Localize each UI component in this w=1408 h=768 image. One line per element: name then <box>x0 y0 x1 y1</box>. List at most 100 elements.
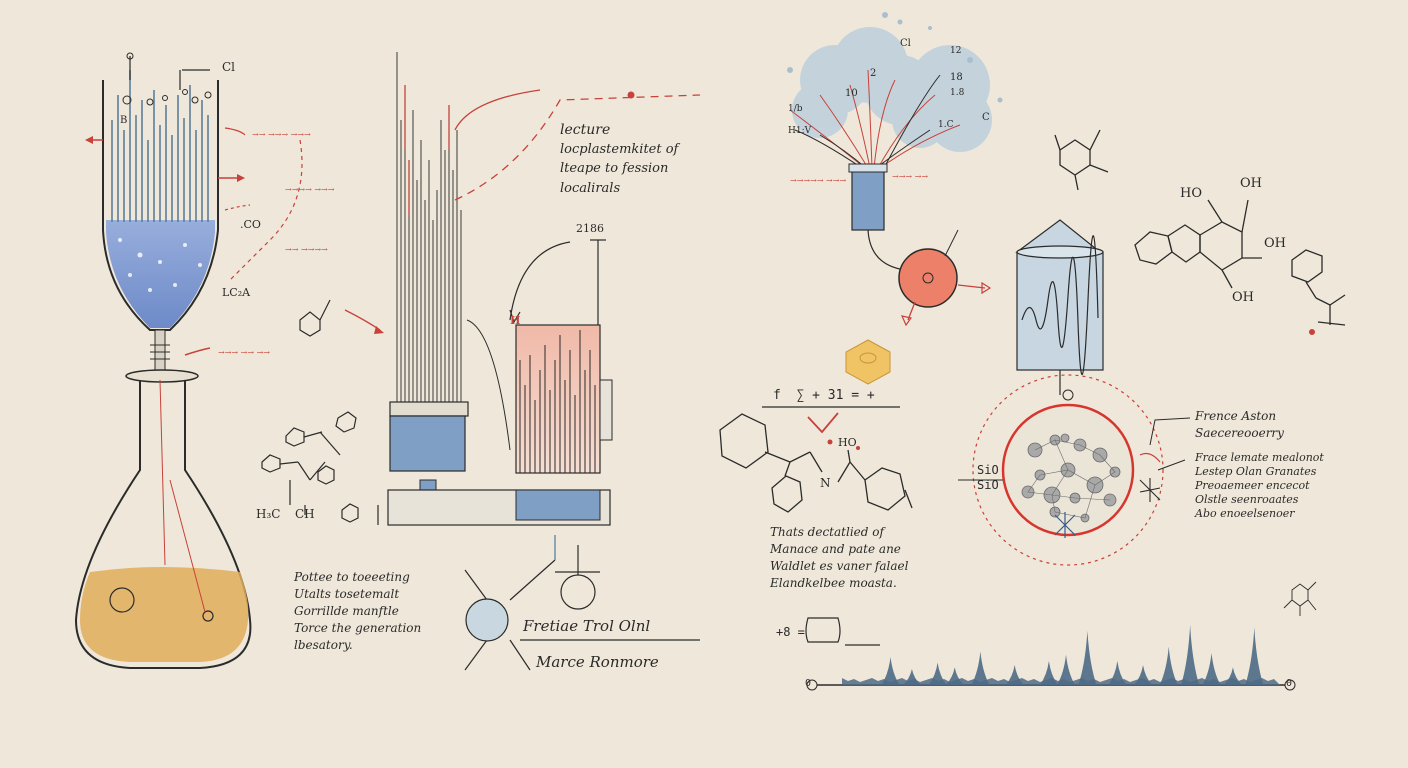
cloud-label-h1v: H1:V <box>788 126 812 136</box>
cloud-apparatus <box>787 12 1003 385</box>
liquid-bubbles <box>118 238 202 292</box>
cloud-stand <box>851 167 885 231</box>
erlenmeyer-flask <box>74 379 252 669</box>
column-base-block <box>389 415 466 472</box>
right-text-2: Lestep Olan Granates <box>1195 465 1317 478</box>
reaction-tank <box>515 324 601 474</box>
column-apparatus <box>344 52 701 526</box>
left-text-2: Utalts tosetemalt <box>294 587 400 601</box>
annotation-note-1: →→ →→→ →→→ <box>252 130 311 139</box>
spectrum-peak <box>1057 654 1075 685</box>
formula-ho-right: HO <box>1180 186 1202 201</box>
spectrum-peak <box>1202 653 1221 685</box>
h-label: H <box>510 314 521 327</box>
right-molecules <box>1054 129 1346 326</box>
cloud-label-1b: 1/b <box>788 104 803 114</box>
cloud-label-cl: Cl <box>900 38 911 49</box>
left-text-4: Torce the generation <box>294 621 422 635</box>
lecture-line-2: lteape to fession <box>560 161 669 176</box>
bubbles <box>122 52 212 106</box>
red-curve-dashed <box>224 204 251 211</box>
annotation-note-3: →→ →→→→ <box>285 245 328 254</box>
cylinder-vessel <box>1015 219 1104 401</box>
lecture-line-3: localirals <box>560 181 621 196</box>
spectrum-plot <box>806 625 1296 691</box>
zone-label: 2186 <box>576 222 604 235</box>
right-text-1: Frace lemate mealonot <box>1195 451 1324 464</box>
flask-liquid <box>80 567 249 662</box>
funnel-stem <box>154 329 166 371</box>
mid-right-text-3: Waldlet es vaner falael <box>770 559 909 573</box>
left-text-1: Pottee to toeeeting <box>294 570 410 584</box>
funnel-spikes <box>111 70 209 222</box>
annotation-note-2: →→→→ →→→ <box>285 185 335 194</box>
cloud-label-2: 2 <box>870 68 877 79</box>
cl-label: Cl <box>222 60 236 74</box>
nanoparticle-cluster <box>958 374 1191 566</box>
cloud-label-1c: 1.C <box>938 120 954 130</box>
arrowhead-icon <box>237 174 245 182</box>
co-label: .CO <box>240 218 261 231</box>
lecture-title: lecture <box>560 122 611 138</box>
spectrum-peak <box>1159 646 1178 685</box>
spectrum-start-label: 0 <box>805 678 812 689</box>
right-title-1: Frence Aston <box>1195 409 1277 423</box>
equation-box <box>805 617 880 646</box>
spectrum-peak <box>971 651 990 685</box>
formula-h3c: H₃C <box>256 507 281 521</box>
lecture-line-1: locplastemkitet of <box>560 142 679 157</box>
funnel-apparatus <box>74 52 303 669</box>
formula-oh-bottom: OH <box>1232 290 1254 305</box>
cloud-label-c: C <box>982 112 990 123</box>
axis-end-marker <box>1284 679 1296 691</box>
lc-label: LC₂A <box>222 286 251 299</box>
right-title-2: Saecereooerry <box>1195 426 1284 440</box>
cloud-note-1: →→→→→ →→→ <box>790 176 847 185</box>
cloud-note-2: →→→ →→ <box>892 172 929 181</box>
hexagon-crystal <box>845 339 891 385</box>
cloud-label-10: 10 <box>845 88 858 99</box>
spectrum-peak <box>881 657 900 685</box>
red-dot <box>1309 329 1315 335</box>
formula-oh-right: OH <box>1264 236 1286 251</box>
flask-neck-rim <box>125 369 199 383</box>
arrowhead-icon <box>85 136 93 144</box>
spectrum-baseline <box>842 678 1280 685</box>
formula-ch: CH <box>295 507 315 521</box>
red-dashed-path <box>229 139 303 281</box>
mid-right-text-4: Elandkelbee moasta. <box>770 576 897 590</box>
annotation-note-4: →→→ →→ →→ <box>218 348 271 357</box>
b-label: B <box>120 115 128 126</box>
sio-label-2: SiO <box>977 478 999 492</box>
center-right-molecule <box>719 413 913 513</box>
right-text-3: Preoaemeer encecot <box>1195 479 1310 492</box>
center-subtitle: Marce Ronmore <box>536 653 659 671</box>
tiny-molecule <box>1283 581 1317 616</box>
center-bottom-diagram <box>464 535 700 671</box>
formula-ho-center: HO <box>838 436 857 449</box>
funnel-liquid <box>106 220 215 328</box>
formula-oh-top: OH <box>1240 176 1262 191</box>
spectrum-peak <box>1245 627 1264 685</box>
left-text-5: lbesatory. <box>294 638 353 652</box>
equation: f ∑ + 31 = + <box>773 388 875 403</box>
formula-n: N <box>820 476 831 490</box>
cloud-label-1-8: 1.8 <box>950 88 965 98</box>
sio-label-1: SiO <box>977 463 999 477</box>
spectrum-end-label: 0 <box>1286 678 1293 689</box>
mid-right-text-1: Thats dectatlied of <box>770 525 884 539</box>
left-text-3: Gorrillde manftle <box>294 604 399 618</box>
cloud-label-18: 18 <box>950 72 963 83</box>
mid-right-text-2: Manace and pate ane <box>770 542 901 556</box>
left-molecules <box>261 299 379 525</box>
spectrum-peak <box>1078 630 1097 685</box>
bottom-equation: +8 = <box>776 625 805 639</box>
right-text-5: Abo enoeelsenoer <box>1195 507 1295 520</box>
right-text-4: Olstle seenroaates <box>1195 493 1299 506</box>
axis-start-marker <box>806 679 818 691</box>
red-curve <box>224 127 246 136</box>
cloud-label-12: 12 <box>950 46 962 56</box>
spectrum-peak <box>1181 625 1200 685</box>
reaction-sphere <box>898 248 958 308</box>
